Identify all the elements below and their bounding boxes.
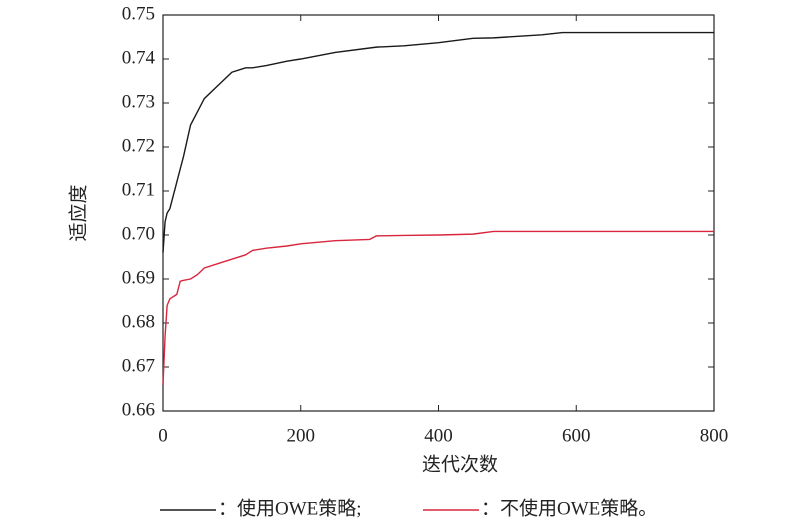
data-line: [162, 230, 714, 385]
x-tick-label: 400: [424, 425, 453, 446]
x-tick-label: 800: [700, 425, 729, 446]
y-tick-label: 0.72: [122, 135, 155, 156]
legend-label: ：不使用OWE策略。: [481, 497, 657, 519]
y-tick-label: 0.74: [122, 47, 156, 68]
y-tick-label: 0.71: [122, 179, 155, 200]
y-tick-label: 0.69: [122, 267, 155, 288]
data-line: [162, 31, 714, 253]
plot-frame: [162, 14, 715, 412]
y-tick-label: 0.75: [122, 3, 155, 24]
x-axis-title: 迭代次数: [422, 453, 498, 475]
x-tick-label: 0: [158, 425, 168, 446]
y-tick-label: 0.70: [122, 223, 155, 244]
y-tick-label: 0.66: [122, 399, 155, 420]
x-tick-label: 600: [562, 425, 591, 446]
legend-label: ：使用OWE策略;: [218, 497, 362, 519]
y-axis-title: 适应度: [67, 184, 89, 241]
y-tick-label: 0.68: [122, 311, 155, 332]
x-tick-label: 200: [287, 425, 316, 446]
y-tick-label: 0.67: [122, 355, 155, 376]
y-tick-label: 0.73: [122, 91, 155, 112]
